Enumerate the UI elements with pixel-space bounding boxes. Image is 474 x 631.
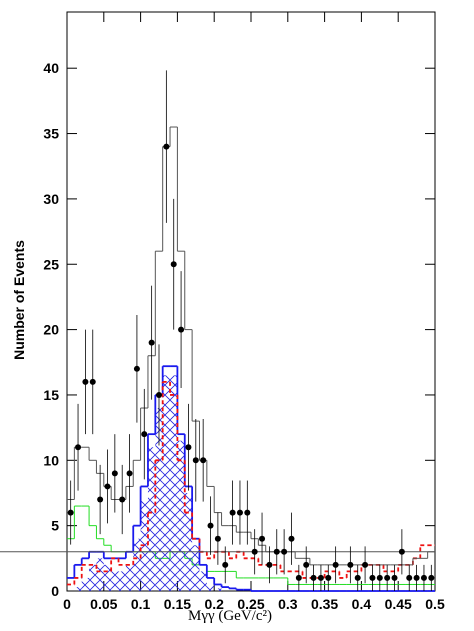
hatched-bin — [103, 564, 112, 591]
data-point — [347, 561, 354, 568]
x-tick-label: 0.25 — [237, 596, 264, 612]
data-point — [288, 535, 295, 542]
data-point — [420, 574, 427, 581]
data-point — [119, 496, 126, 503]
hatched-bin — [155, 408, 163, 591]
x-tick-label: 0.15 — [164, 596, 191, 612]
hatched-bin — [214, 588, 222, 591]
hatched-bin — [199, 571, 207, 591]
x-tick-label: 0.4 — [352, 596, 372, 612]
data-point — [222, 561, 229, 568]
hatched-bin — [133, 538, 141, 591]
y-tick-label: 40 — [43, 60, 59, 76]
data-point — [192, 457, 199, 464]
y-axis-label: Number of Events — [11, 240, 27, 360]
data-point — [384, 574, 391, 581]
x-tick-label: 0 — [63, 596, 71, 612]
data-point — [178, 326, 185, 333]
y-tick-label: 15 — [43, 387, 59, 403]
data-point — [229, 509, 236, 516]
y-tick-label: 25 — [43, 256, 59, 272]
data-point — [413, 574, 420, 581]
data-point — [133, 365, 140, 372]
hatched-bin — [111, 571, 119, 591]
data-point — [82, 378, 89, 385]
data-point — [317, 574, 324, 581]
x-tick-label: 0.05 — [90, 596, 117, 612]
x-tick-label: 0.3 — [278, 596, 298, 612]
data-point — [148, 339, 155, 346]
data-point — [376, 574, 383, 581]
data-point — [67, 509, 74, 516]
hatched-bin — [125, 564, 134, 591]
data-point — [163, 143, 170, 150]
data-point — [126, 470, 133, 477]
hatched-bin — [192, 545, 200, 591]
data-point — [214, 535, 221, 542]
hatched-bin — [206, 584, 215, 591]
data-point — [200, 457, 207, 464]
x-tick-label: 0.2 — [204, 596, 224, 612]
y-tick-label: 10 — [43, 452, 59, 468]
hatched-bin — [74, 587, 82, 591]
hatched-bin — [162, 375, 171, 591]
y-tick-label: 30 — [43, 191, 59, 207]
x-axis-label: Mγγ (GeV/c²) — [188, 608, 272, 624]
data-point — [295, 574, 302, 581]
data-point — [75, 444, 82, 451]
data-point — [428, 574, 435, 581]
data-point — [354, 574, 361, 581]
data-point — [362, 561, 369, 568]
data-point — [141, 431, 148, 438]
data-point — [251, 548, 258, 555]
data-point — [104, 483, 111, 490]
data-point — [325, 574, 332, 581]
y-tick-label: 5 — [51, 518, 59, 534]
data-point — [185, 444, 192, 451]
hatched-bin — [96, 558, 104, 591]
data-point — [236, 509, 243, 516]
y-tick-label: 20 — [43, 322, 59, 338]
x-tick-label: 0.1 — [131, 596, 151, 612]
data-point — [281, 548, 288, 555]
data-point — [406, 574, 413, 581]
data-point — [273, 548, 280, 555]
y-tick-label: 0 — [51, 583, 59, 599]
data-point — [244, 509, 251, 516]
hatched-bin — [177, 440, 185, 591]
y-tick-label: 35 — [43, 126, 59, 142]
data-point — [266, 561, 273, 568]
x-tick-label: 0.35 — [311, 596, 338, 612]
data-point — [310, 574, 317, 581]
data-point — [89, 378, 96, 385]
data-point — [398, 548, 405, 555]
data-point — [332, 561, 339, 568]
data-point — [97, 496, 104, 503]
hatched-bin — [81, 577, 90, 591]
data-point — [391, 574, 398, 581]
data-point — [111, 470, 118, 477]
data-point — [303, 561, 310, 568]
data-point — [259, 535, 266, 542]
hatched-bin — [118, 571, 126, 591]
data-point — [156, 391, 162, 398]
hatched-bin — [184, 492, 193, 591]
data-point — [369, 574, 376, 581]
x-tick-label: 0.45 — [385, 596, 412, 612]
hatched-bin — [170, 375, 178, 591]
x-tick-label: 0.5 — [425, 596, 445, 612]
data-point — [170, 261, 177, 268]
hatched-bin — [147, 447, 156, 591]
hatched-bin — [89, 564, 97, 591]
data-point — [207, 522, 214, 529]
